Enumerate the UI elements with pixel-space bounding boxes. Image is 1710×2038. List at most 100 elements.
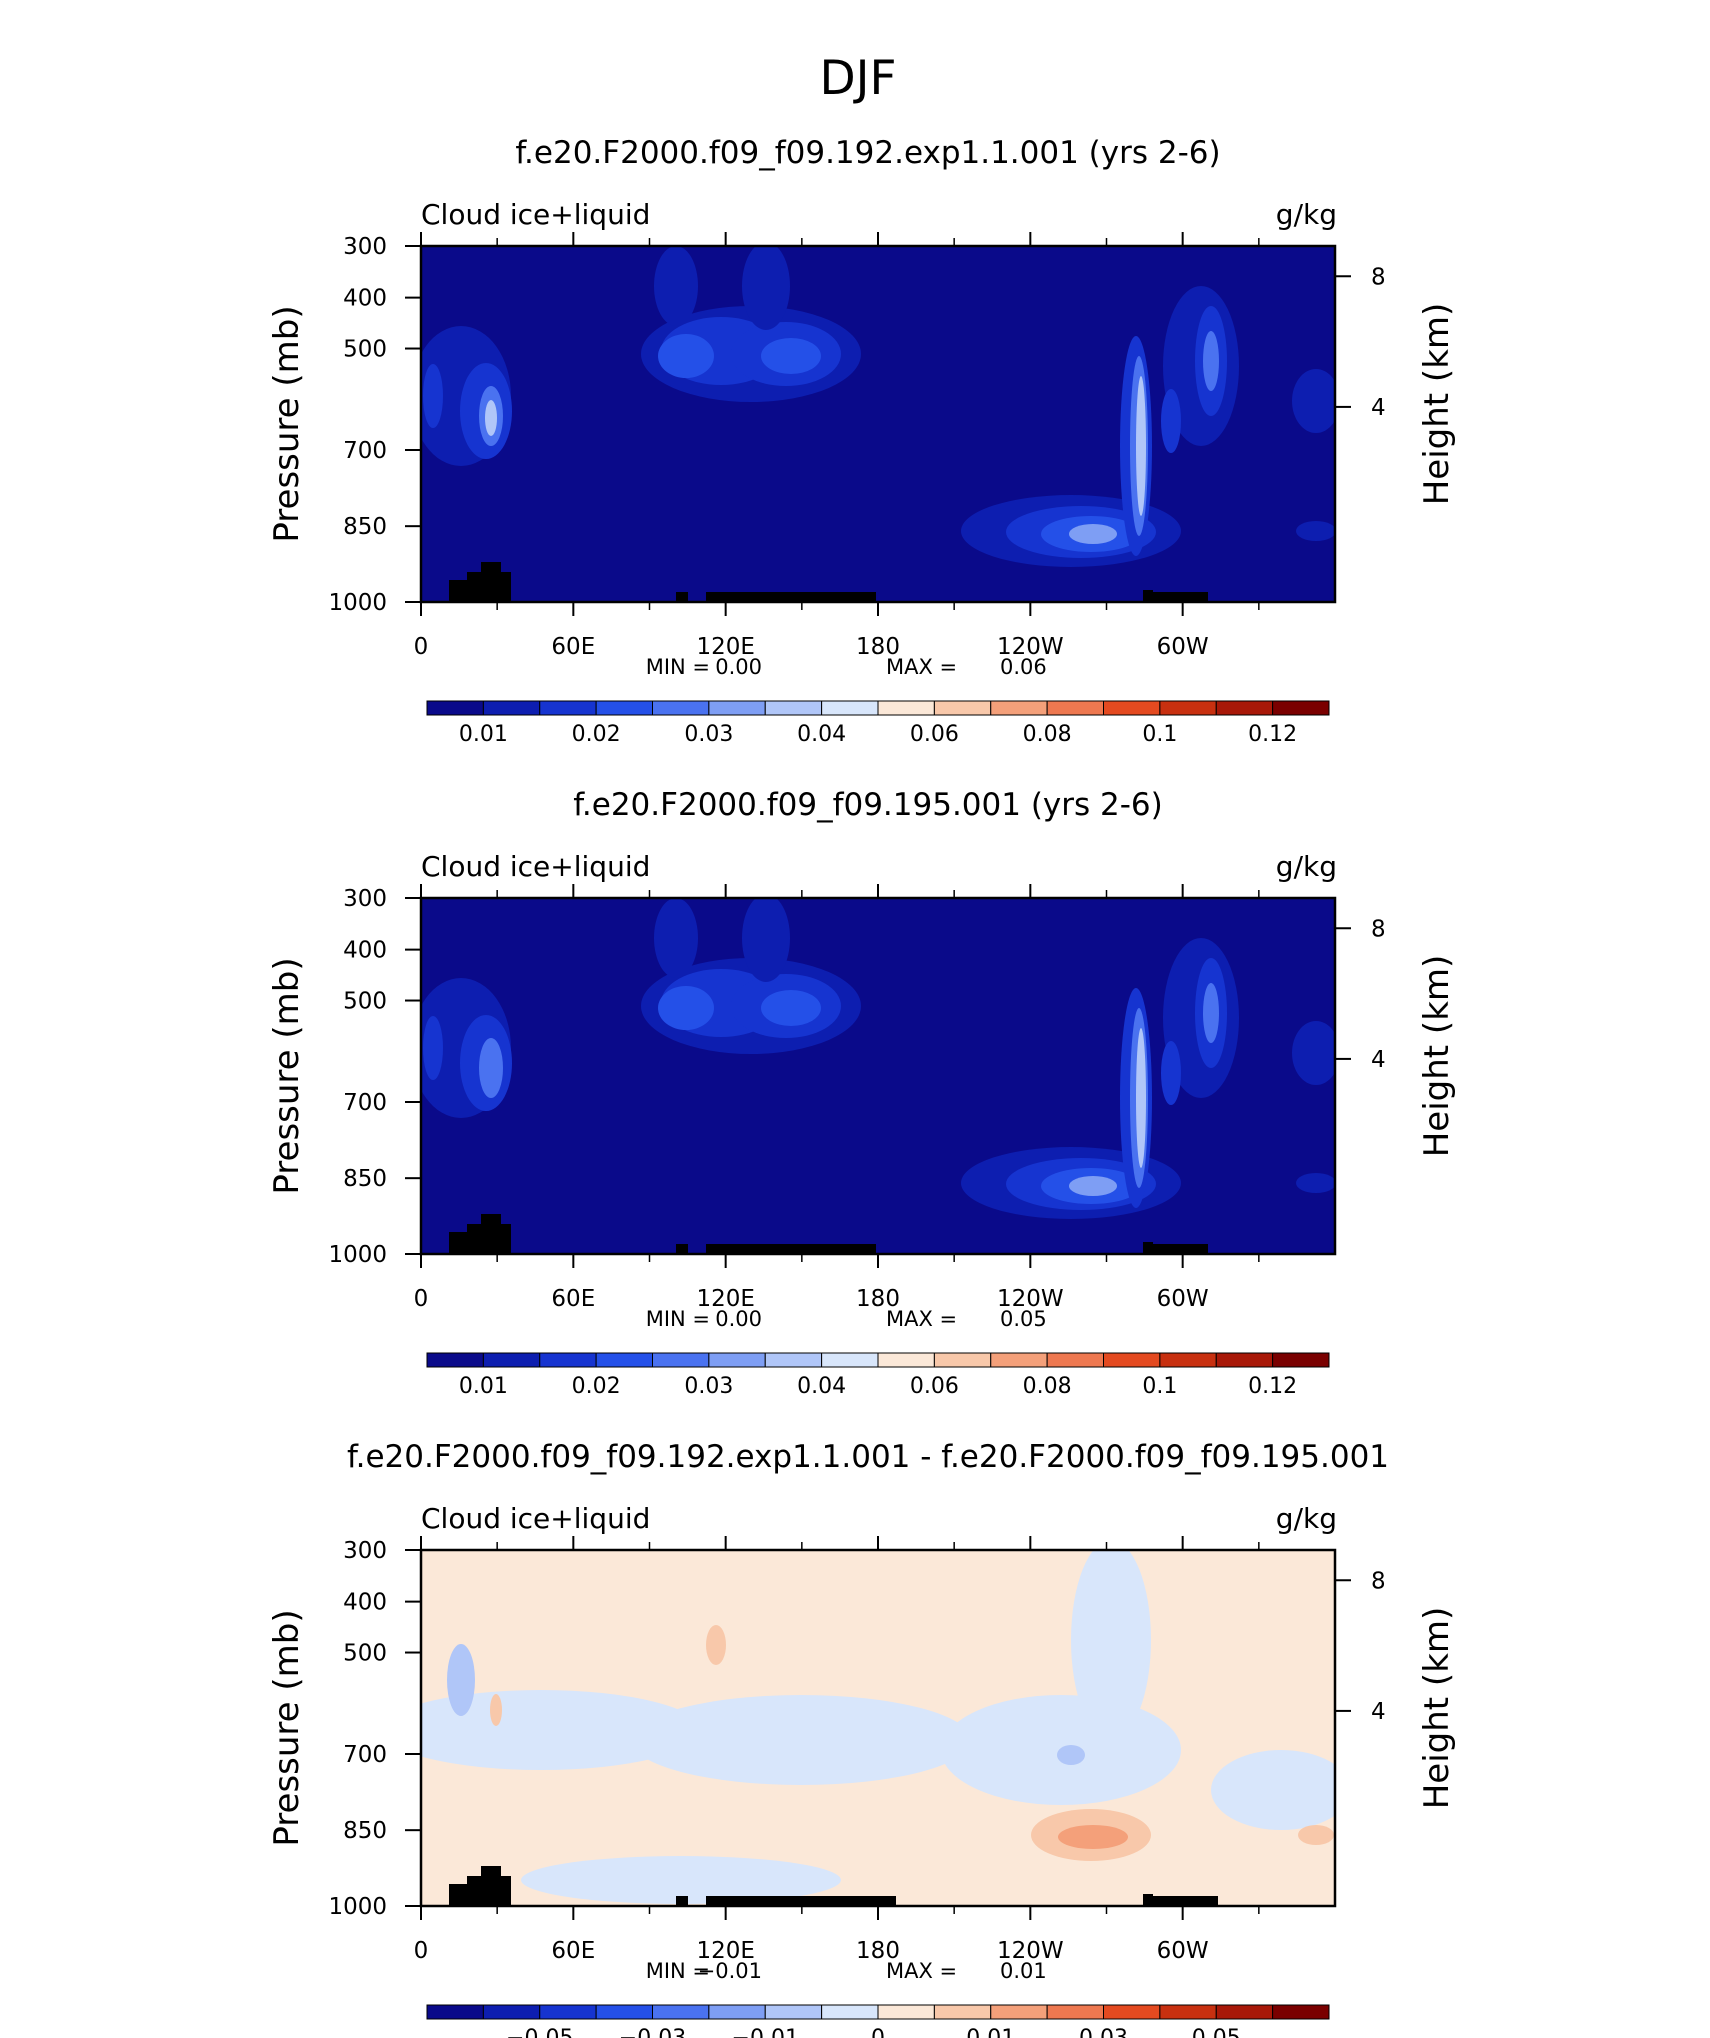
- contour-region: [658, 334, 714, 378]
- contour-region: [1211, 1750, 1335, 1830]
- topography: [676, 1244, 688, 1254]
- colorbar-swatch: [1272, 700, 1330, 716]
- contour-region: [631, 1695, 971, 1785]
- contour-region: [447, 1644, 475, 1716]
- colorbar-swatch: [539, 1352, 597, 1368]
- units-label: g/kg: [1276, 850, 1337, 883]
- colorbar-swatch: [933, 1352, 992, 1368]
- topography: [676, 592, 688, 602]
- contour-region: [1136, 1028, 1146, 1168]
- colorbar-label: 0.03: [1079, 2026, 1128, 2038]
- min-value: 0.00: [715, 1307, 762, 1331]
- colorbar: −0.05 −0.03 −0.01 0 0.01 0.03 0.05: [426, 2004, 1330, 2038]
- y2-tick-label: 4: [1371, 1699, 1386, 1725]
- topography: [467, 1224, 481, 1254]
- panel-3: f.e20.F2000.f09_f09.192.exp1.1.001 - f.e…: [267, 1439, 1457, 2038]
- topography: [501, 1224, 511, 1254]
- min-label: MIN =: [646, 1959, 710, 1983]
- field-label: Cloud ice+liquid: [421, 850, 650, 883]
- colorbar-swatch: [426, 1352, 484, 1368]
- x-tick-label: 120E: [696, 1286, 754, 1312]
- colorbar-swatch: [1215, 1352, 1274, 1368]
- contour-region: [658, 986, 714, 1030]
- y2-tick-label: 8: [1371, 1568, 1386, 1594]
- colorbar-swatch: [1159, 700, 1217, 716]
- contour-region: [1136, 376, 1146, 516]
- y2-tick-label: 4: [1371, 395, 1386, 421]
- colorbar-swatch: [1046, 1352, 1104, 1368]
- topography: [501, 572, 511, 602]
- y2-tick-label: 8: [1371, 264, 1386, 290]
- contour-region: [1058, 1825, 1128, 1849]
- y-tick-label: 1000: [328, 1894, 387, 1920]
- x-tick-label: 120W: [997, 634, 1064, 660]
- x-tick-label: 0: [414, 634, 429, 660]
- colorbar-swatch: [652, 1352, 710, 1368]
- contour-region: [490, 1694, 502, 1726]
- colorbar-swatch: [539, 700, 597, 716]
- colorbar-label: 0.1: [1142, 722, 1177, 747]
- topography: [501, 1876, 511, 1906]
- plot-field: [421, 246, 1335, 602]
- colorbar: 0.01 0.02 0.03 0.04 0.06 0.08 0.1 0.12: [426, 1352, 1330, 1399]
- colorbar-label: 0.06: [910, 722, 959, 747]
- y-tick-label: 1000: [328, 1242, 387, 1268]
- colorbar-swatch: [482, 2004, 541, 2020]
- y-tick-label: 700: [343, 1742, 387, 1768]
- plot-field: [421, 1550, 1335, 1906]
- colorbar-swatch: [1272, 1352, 1330, 1368]
- y-axis-title: Pressure (mb): [267, 305, 307, 542]
- contour-region: [761, 990, 821, 1026]
- x-tick-label: 180: [856, 1286, 900, 1312]
- topography: [1153, 1244, 1208, 1254]
- colorbar-swatch: [595, 1352, 653, 1368]
- y2-tick-label: 4: [1371, 1047, 1386, 1073]
- colorbar-swatch: [1159, 1352, 1217, 1368]
- colorbar-swatch: [990, 2004, 1048, 2020]
- colorbar-swatch: [764, 700, 823, 716]
- y-tick-label: 500: [343, 989, 387, 1015]
- colorbar-swatch: [595, 700, 653, 716]
- min-value: −0.01: [698, 1959, 762, 1983]
- colorbar-swatch: [482, 1352, 541, 1368]
- colorbar-label: 0.03: [684, 1374, 733, 1399]
- topography: [467, 1876, 481, 1906]
- colorbar-swatch: [1103, 2004, 1161, 2020]
- contour-region: [485, 400, 497, 436]
- colorbar-label: 0.12: [1248, 1374, 1297, 1399]
- x-tick-label: 60W: [1157, 634, 1209, 660]
- colorbar-label: 0.08: [1023, 1374, 1072, 1399]
- colorbar-swatch: [877, 700, 935, 716]
- panel-title: f.e20.F2000.f09_f09.192.exp1.1.001 (yrs …: [515, 135, 1220, 171]
- contour-region: [1296, 521, 1335, 541]
- contour-region: [1292, 1021, 1335, 1085]
- topography: [1153, 1896, 1218, 1906]
- topography: [481, 562, 501, 602]
- y-tick-label: 400: [343, 286, 387, 312]
- contour-region: [1069, 524, 1117, 544]
- colorbar-swatch: [426, 700, 484, 716]
- colorbar-label: 0.02: [572, 722, 621, 747]
- colorbar-swatch: [1215, 700, 1274, 716]
- topography: [1153, 592, 1208, 602]
- topography: [449, 1884, 467, 1906]
- x-tick-label: 0: [414, 1938, 429, 1964]
- colorbar: 0.01 0.02 0.03 0.04 0.06 0.08 0.1 0.12: [426, 700, 1330, 747]
- y2-axis-title: Height (km): [1417, 955, 1457, 1158]
- x-tick-label: 60E: [551, 1938, 595, 1964]
- colorbar-label: 0.01: [459, 1374, 508, 1399]
- colorbar-swatch: [877, 2004, 935, 2020]
- colorbar-swatch: [933, 2004, 992, 2020]
- colorbar-swatch: [933, 700, 992, 716]
- colorbar-label: 0.12: [1248, 722, 1297, 747]
- y-axis-title: Pressure (mb): [267, 957, 307, 1194]
- colorbar-swatch: [1215, 2004, 1274, 2020]
- min-label: MIN =: [646, 655, 710, 679]
- x-tick-label: 180: [856, 634, 900, 660]
- panel-title: f.e20.F2000.f09_f09.195.001 (yrs 2-6): [573, 787, 1163, 823]
- topography: [449, 580, 467, 602]
- topography: [706, 1896, 896, 1906]
- min-value: 0.00: [715, 655, 762, 679]
- units-label: g/kg: [1276, 1502, 1337, 1535]
